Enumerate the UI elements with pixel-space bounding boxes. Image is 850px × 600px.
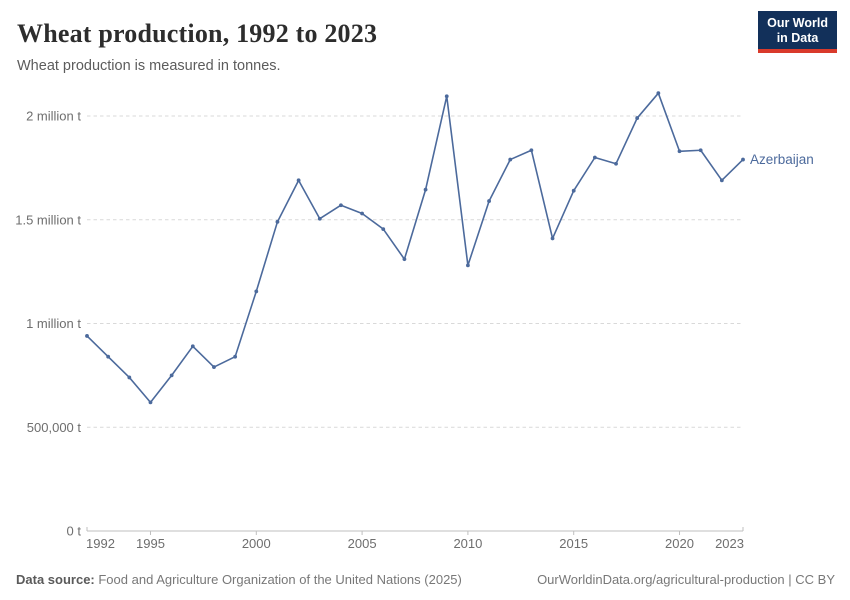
data-point[interactable]	[360, 211, 364, 216]
data-point[interactable]	[677, 149, 682, 154]
y-tick-label: 1 million t	[26, 316, 81, 331]
data-point[interactable]	[487, 199, 491, 203]
x-tick-label: 1992	[86, 536, 115, 551]
owid-logo-line1: Our World	[767, 16, 828, 30]
data-point[interactable]	[508, 157, 513, 162]
data-point[interactable]	[233, 354, 238, 359]
data-point[interactable]	[614, 161, 618, 166]
series-label-azerbaijan[interactable]: Azerbaijan	[750, 152, 814, 167]
x-tick-label: 2005	[348, 536, 377, 551]
data-point[interactable]	[296, 178, 301, 183]
data-point[interactable]	[85, 334, 89, 338]
y-tick-label: 2 million t	[26, 109, 81, 124]
y-tick-label: 1.5 million t	[15, 212, 81, 227]
y-tick-label: 500,000 t	[27, 420, 82, 435]
data-point[interactable]	[698, 148, 703, 153]
x-tick-label: 1995	[136, 536, 165, 551]
owid-logo[interactable]: Our World in Data	[758, 11, 837, 53]
data-point[interactable]	[106, 354, 111, 359]
chart-subtitle: Wheat production is measured in tonnes.	[17, 57, 281, 74]
data-point[interactable]	[423, 187, 428, 192]
x-tick-label: 2020	[665, 536, 694, 551]
data-point[interactable]	[212, 365, 216, 369]
data-point[interactable]	[317, 216, 322, 221]
data-point[interactable]	[190, 344, 195, 349]
data-point[interactable]	[550, 236, 555, 241]
data-point[interactable]	[741, 157, 745, 162]
data-point[interactable]	[381, 227, 386, 231]
data-point[interactable]	[127, 375, 132, 380]
data-source: Data source: Food and Agriculture Organi…	[16, 572, 462, 587]
data-point[interactable]	[444, 94, 449, 99]
data-point[interactable]	[592, 155, 597, 160]
footer-link[interactable]: OurWorldinData.org/agricultural-producti…	[537, 572, 835, 587]
chart-footer: Data source: Food and Agriculture Organi…	[16, 572, 835, 587]
x-tick-label: 2023	[715, 536, 744, 551]
data-point[interactable]	[571, 188, 576, 193]
data-point[interactable]	[635, 116, 640, 120]
data-point[interactable]	[466, 263, 470, 268]
owid-logo-line2: in Data	[776, 31, 819, 45]
chart-title: Wheat production, 1992 to 2023	[17, 19, 378, 48]
data-point[interactable]	[169, 373, 174, 378]
data-point[interactable]	[148, 400, 153, 405]
data-point[interactable]	[402, 257, 407, 262]
data-point[interactable]	[656, 91, 661, 96]
data-point[interactable]	[254, 289, 259, 294]
series-line-azerbaijan[interactable]	[86, 92, 744, 404]
data-point[interactable]	[529, 148, 534, 153]
x-tick-label: 2015	[559, 536, 588, 551]
chart-header: Wheat production, 1992 to 2023 Wheat pro…	[0, 0, 850, 74]
y-tick-label: 0 t	[67, 524, 82, 539]
data-point[interactable]	[719, 178, 724, 183]
x-tick-label: 2010	[453, 536, 482, 551]
data-point[interactable]	[275, 219, 280, 224]
data-point[interactable]	[339, 203, 343, 208]
data-source-label: Data source:	[16, 572, 95, 587]
data-source-text: Food and Agriculture Organization of the…	[94, 572, 462, 587]
x-tick-label: 2000	[242, 536, 271, 551]
